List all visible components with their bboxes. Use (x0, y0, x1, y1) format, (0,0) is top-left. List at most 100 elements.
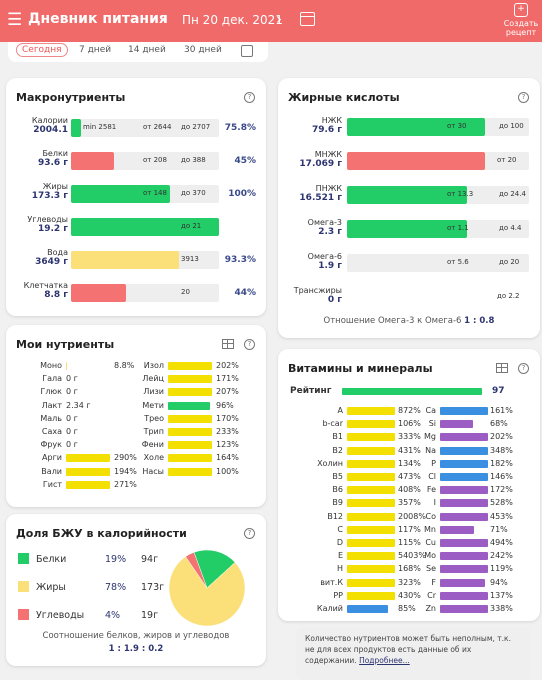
nutrient-bar (66, 480, 110, 489)
macro-label: Белки 93.6 г (6, 149, 68, 168)
nutrient-name: Изол (143, 361, 164, 370)
nutrient-value: 123% (216, 440, 239, 450)
fatty-acid-name: Трансжиры (293, 286, 342, 295)
legend-name: Углеводы (36, 610, 85, 621)
calendar-icon[interactable] (300, 12, 315, 26)
macro-bar-mark: до 388 (181, 156, 206, 164)
fatty-acid-bar-mark: от 13.3 (447, 190, 474, 198)
vitamin-bar (347, 407, 395, 415)
macro-label: Вода 3649 г (6, 248, 68, 267)
vitamin-name: B12 (327, 511, 343, 521)
vitamin-bar (347, 512, 395, 521)
vitamin-value: 161% (490, 406, 513, 415)
vitamin-name: Na (425, 445, 436, 455)
vitamin-name: b-car (322, 419, 343, 429)
create-recipe-button[interactable]: Создать рецепт (503, 19, 539, 37)
vitamin-value: 494% (490, 538, 513, 547)
tab-30-days[interactable]: 30 дней (184, 45, 222, 55)
help-icon[interactable]: ? (244, 528, 255, 539)
help-icon[interactable]: ? (518, 92, 529, 103)
macro-bar-track: от 148 до 370 (71, 185, 219, 203)
fatty-acid-bar-mark: до 4.4 (499, 224, 522, 232)
period-tabs: Сегодня 7 дней 14 дней 30 дней (8, 42, 268, 62)
rating-label: Рейтинг (290, 386, 332, 396)
rating-bar (342, 388, 482, 395)
help-icon[interactable]: ? (244, 92, 255, 103)
nutrient-name: Лакт (41, 400, 62, 410)
tab-today[interactable]: Сегодня (16, 43, 68, 57)
macro-bar-fill (71, 185, 171, 203)
vitamin-value: 333% (398, 432, 421, 442)
macro-value: 2004.1 (33, 125, 68, 135)
previous-day-icon[interactable]: ‹ (161, 10, 167, 28)
nutrient-bar (168, 362, 212, 370)
nutrient-name: Фрук (40, 440, 62, 450)
vitamin-name: D (336, 538, 343, 547)
nutrient-value: 8.8% (114, 361, 135, 370)
nutrient-name: Арги (42, 453, 62, 463)
vitamin-value: 348% (490, 445, 513, 455)
fatty-acid-label: Омега-3 2.3 г (278, 218, 342, 237)
vitamins-minerals-title: Витамины и минералы (288, 362, 433, 375)
help-icon[interactable]: ? (518, 363, 529, 374)
vitamin-name: Co (425, 511, 436, 521)
vitamin-value: 137% (490, 590, 513, 600)
bju-ratio: Соотношение белков, жиров и углеводов 1 :… (42, 631, 230, 654)
nutrient-value: 0 г (66, 387, 78, 397)
tab-14-days[interactable]: 14 дней (128, 45, 166, 55)
nutrient-bar (168, 388, 212, 397)
macro-value: 173.3 г (31, 191, 68, 201)
nutrient-value: 100% (216, 466, 239, 476)
macro-bar-mark: до 21 (181, 222, 202, 230)
vitamin-value: 94% (490, 577, 508, 587)
my-nutrients-title: Мои нутриенты (16, 338, 115, 351)
hamburger-menu-icon[interactable]: ☰ (7, 10, 23, 30)
period-calendar-icon[interactable] (241, 45, 253, 57)
nutrient-name: Мети (142, 400, 164, 410)
macronutrients-title: Макронутриенты (16, 91, 126, 104)
macro-percent: 100% (228, 189, 256, 199)
vitamin-name: Cu (425, 538, 436, 547)
legend-percent: 4% (105, 610, 121, 621)
nutrient-value: 164% (216, 453, 239, 463)
vitamin-value: 134% (398, 458, 421, 468)
nutrient-name: Холе (143, 453, 164, 463)
fatty-acids-title: Жирные кислоты (288, 91, 400, 104)
vitamin-bar (347, 605, 388, 613)
vitamin-bar (347, 525, 395, 534)
pie-slice-2 (185, 551, 208, 589)
nutrient-name: Лизи (143, 387, 164, 397)
macro-bar-fill (71, 119, 82, 137)
nutrient-name: Трео (144, 413, 164, 423)
macro-bar-track: 3913 (71, 251, 219, 269)
nutrient-bar (168, 401, 211, 410)
vitamin-name: PP (333, 590, 343, 600)
create-recipe-icon[interactable]: + (514, 3, 528, 17)
vitamin-bar (347, 473, 395, 481)
vitamin-name: C (337, 524, 343, 534)
macro-bar-track: от 208 до 388 (71, 152, 219, 170)
vitamin-bar (347, 552, 395, 561)
fatty-acid-bar-track: от 20 (347, 152, 529, 170)
my-nutrients-card: Мои нутриенты ? Моно 8.8% Гала 0 г Глюк 0 г Ла… (6, 325, 266, 507)
current-date[interactable]: Пн 20 дек. 2021 (182, 13, 283, 27)
next-day-icon[interactable]: › (276, 10, 282, 28)
rating-value: 97 (492, 386, 505, 396)
omega-ratio: Отношение Омега-3 к Омега-6 1 : 0.8 (323, 316, 495, 326)
vitamin-bar (440, 420, 473, 429)
nutrient-bar (66, 467, 110, 476)
fatty-acid-bar-fill (347, 220, 468, 238)
table-icon[interactable] (496, 363, 508, 373)
vitamin-value: 68% (490, 419, 508, 429)
fatty-acid-bar-track: от 30 до 100 (347, 118, 529, 136)
fatty-acid-bar-fill (347, 152, 486, 170)
vitamin-value: 473% (398, 472, 421, 481)
nutrient-value: 170% (216, 413, 239, 423)
help-icon[interactable]: ? (244, 339, 255, 350)
table-icon[interactable] (222, 339, 234, 349)
more-link[interactable]: Подробнее... (359, 656, 410, 665)
tab-7-days[interactable]: 7 дней (79, 45, 112, 55)
vitamin-bar (347, 578, 395, 587)
fatty-acid-bar-mark: от 30 (447, 122, 467, 130)
fatty-acid-bar-track: от 5.6 до 20 (347, 254, 529, 272)
